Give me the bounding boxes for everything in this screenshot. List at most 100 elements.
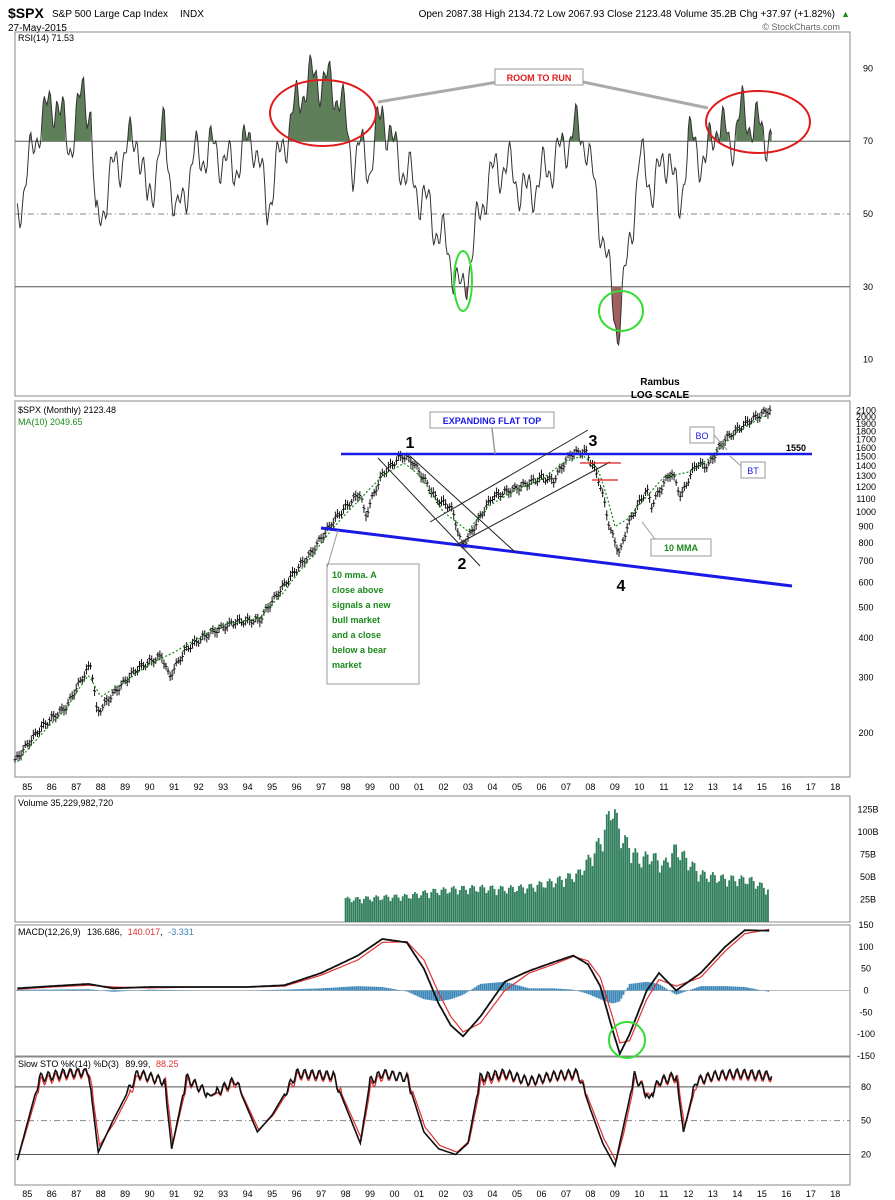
sto-tick-label: 50 [861,1116,871,1126]
macd-hist-bar [520,986,523,991]
bo-label: BO [695,431,708,441]
macd-hist-bar [408,990,411,993]
x-tick-label: 89 [120,782,130,792]
volume-bar [671,853,673,922]
macd-hist-bar [83,989,86,991]
rsi-tick-label: 50 [863,209,873,219]
x-tick-label: 08 [585,782,595,792]
macd-hist-bar [696,987,698,991]
x-tick-label: 99 [365,782,375,792]
macd-hist-bar [392,988,394,991]
volume-bar [597,838,600,922]
macd-hist-bar [651,982,653,991]
x-tick-label: 97 [316,1189,326,1199]
volume-bar [587,854,590,922]
volume-bar [726,886,729,922]
macd-hist-bar [716,986,719,991]
volume-bar [634,848,637,922]
volume-bar [438,895,441,922]
macd-hist-bar [324,988,327,991]
macd-hist-bar [281,989,284,991]
sto-plot [16,1067,773,1168]
volume-bar [401,896,404,922]
volume-bar [403,893,406,922]
x-tick-label: 11 [659,1189,668,1199]
volume-bar [522,887,525,922]
macd-hist-bar [749,988,751,991]
price-plot [13,405,772,763]
macd-hist-bar [292,989,294,991]
macd-hist-bar [528,988,531,991]
volume-bar [607,810,610,922]
comment-line: market [332,660,362,670]
volume-bar [595,841,598,922]
volume-bar [363,898,365,922]
macd-hist-bar [79,989,82,991]
x-tick-label: 14 [732,1189,742,1199]
hist-legend-value: -3.331 [168,927,194,937]
macd-hist-bar [704,986,707,991]
macd-hist-bar [361,986,364,991]
macd-hist-bar [273,989,276,991]
macd-hist-bar [451,990,453,999]
bt-box [740,461,766,479]
volume-bar [636,852,639,922]
rsi-fill-area [736,85,751,142]
rsi-fill-area [74,77,91,142]
volume-bar [518,885,520,922]
volume-bar [546,881,549,922]
volume-bar [593,853,596,922]
x-tick-label: 03 [463,1189,473,1199]
x-tick-label: 89 [120,1189,130,1199]
x-tick-label: 92 [194,1189,204,1199]
pivot-1: 1 [406,435,415,452]
macd-plot [15,928,850,1057]
comment-text: 10 mma. A close above signals a new bull ma… [332,570,392,670]
macd-hist-bar [494,982,496,991]
macd-hist-bar [657,983,660,991]
expanding-bottom-line [320,526,793,588]
volume-bar [616,812,618,922]
macd-hist-bar [742,986,745,991]
volume-bar [569,873,571,922]
x-tick-label: 86 [47,1189,57,1199]
macd-hist-bar [334,987,337,991]
macd-hist-bar [681,990,684,993]
volume-bar [511,886,514,922]
volume-bar [501,886,504,922]
mma-pointer [641,521,656,540]
macd-hist-bar [645,981,647,991]
volume-bar [528,884,531,922]
macd-hist-bar [343,986,345,991]
level-label: 1550 [786,443,806,453]
volume-bar [765,894,767,922]
macd-hist-bar [289,989,292,991]
volume-bar [414,892,416,922]
rsi-fill-area [688,116,696,142]
macd-hist-bar [283,989,286,991]
x-tick-label: 91 [169,1189,179,1199]
x-tick-label: 09 [610,1189,620,1199]
volume-bar [356,896,359,922]
macd-hist-bar [734,986,737,991]
sto-grid [15,1086,850,1155]
volume-bar [379,900,382,922]
macd-hist-bar [147,989,149,991]
volume-bar [601,851,604,922]
rsi-y-axis: 90 70 50 30 10 [863,63,873,364]
macd-legend-name: MACD(12,26,9) [18,927,81,937]
falling-channel-lower [409,455,516,553]
rsi-fill-area [41,91,66,142]
macd-hist-bar [332,987,335,991]
x-tick-label: 01 [414,1189,424,1199]
macd-hist-bar [640,982,643,991]
macd-hist-bar [530,988,533,991]
macd-hist-bar [475,986,478,991]
macd-hist-bar [165,989,168,991]
macd-hist-bar [310,988,313,991]
x-tick-label: 17 [806,782,816,792]
quote-line: Open 2087.38 High 2134.72 Low 2067.93 Cl… [419,9,835,20]
volume-bar [467,894,469,922]
macd-hist-bar [465,990,468,993]
x-tick-label: 91 [169,782,179,792]
